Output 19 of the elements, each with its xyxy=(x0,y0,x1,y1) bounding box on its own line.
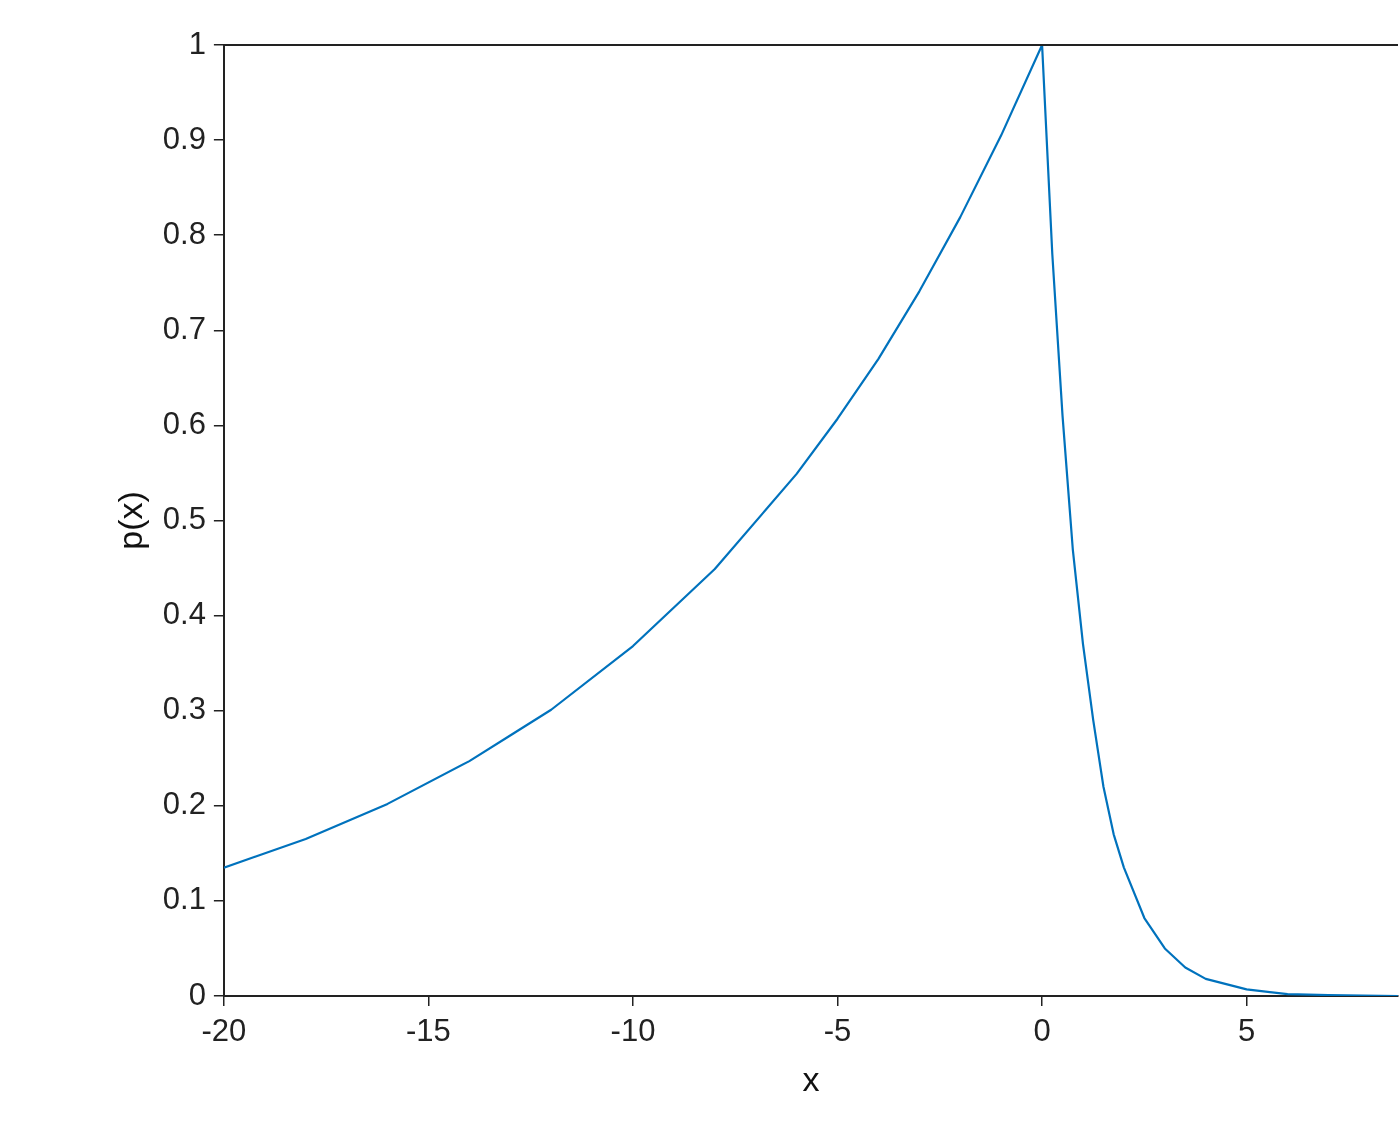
x-axis-title: x xyxy=(802,1059,820,1098)
y-tick-label: 0.2 xyxy=(162,786,206,822)
y-tick-label: 0 xyxy=(188,976,206,1012)
y-tick-label: 0.4 xyxy=(162,596,206,632)
x-tick-label: 5 xyxy=(1238,1013,1256,1049)
y-tick-label: 0.9 xyxy=(162,120,206,156)
y-tick-label: 0.5 xyxy=(162,501,206,537)
x-tick-label: -20 xyxy=(201,1013,247,1049)
y-tick-label: 1 xyxy=(188,25,206,61)
y-tick-label: 0.3 xyxy=(162,691,206,727)
y-axis-title: p(x) xyxy=(110,491,149,550)
x-tick-label: -15 xyxy=(406,1013,451,1049)
x-tick-label: -10 xyxy=(610,1013,656,1049)
x-tick-label: -5 xyxy=(823,1013,852,1049)
x-tick-label: 0 xyxy=(1033,1013,1051,1049)
y-tick-label: 0.1 xyxy=(162,881,206,917)
y-tick-label: 0.8 xyxy=(162,215,206,251)
y-tick-label: 0.6 xyxy=(162,405,206,441)
y-tick-label: 0.7 xyxy=(162,310,206,346)
